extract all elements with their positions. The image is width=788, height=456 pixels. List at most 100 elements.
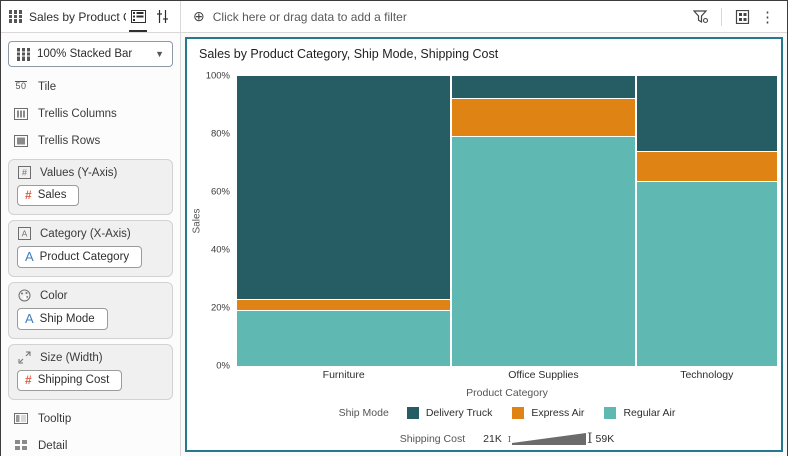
sidebar-item-trellis-rows[interactable]: Trellis Rows <box>8 127 173 154</box>
x-tick-label: Furniture <box>322 369 365 381</box>
size-legend-min: 21K <box>483 433 502 445</box>
bar-segment[interactable] <box>237 76 451 300</box>
top-bar: Sales by Product Ca... ⊕ Click here or d… <box>1 1 787 33</box>
pill-shipping-cost[interactable]: # Shipping Cost <box>17 370 123 391</box>
divider <box>721 7 722 26</box>
sidebar-item-label: Detail <box>38 439 68 452</box>
viz-panel[interactable]: Sales by Product Category, Ship Mode, Sh… <box>185 37 783 452</box>
drop-zone-values[interactable]: # Values (Y-Axis) # Sales <box>8 159 173 215</box>
size-max-marker: I <box>587 431 593 447</box>
drop-zone-label: Color <box>40 289 68 302</box>
mekko-plot[interactable] <box>237 76 777 366</box>
x-tick-label: Technology <box>680 369 734 381</box>
size-wedge-icon <box>512 432 586 445</box>
measure-icon: # <box>25 373 32 387</box>
mekko-column[interactable] <box>452 76 635 366</box>
legend-label: Express Air <box>531 407 585 419</box>
drop-zone-label: Size (Width) <box>40 351 103 364</box>
size-legend-max: 59K <box>595 433 615 445</box>
legend-item[interactable]: Delivery Truck <box>406 407 493 419</box>
sidebar-item-label: Tile <box>38 80 57 93</box>
legend-label: Delivery Truck <box>425 407 493 419</box>
svg-text:A: A <box>22 229 28 239</box>
add-circle-icon: ⊕ <box>193 8 205 24</box>
bar-segment[interactable] <box>636 181 777 366</box>
grammar-sidebar: 100% Stacked Bar ▼ 50 Tile Trellis Colum… <box>1 33 181 456</box>
attribute-icon: A <box>25 249 34 264</box>
drop-zone-size[interactable]: Size (Width) # Shipping Cost <box>8 344 173 400</box>
grammar-panel-button[interactable] <box>126 1 150 32</box>
pill-sales[interactable]: # Sales <box>17 185 80 206</box>
y-tick-label: 60% <box>210 186 230 198</box>
svg-text:#: # <box>22 168 27 178</box>
bar-segment[interactable] <box>237 300 451 311</box>
x-tick-label: Office Supplies <box>508 369 579 381</box>
legend-label: Regular Air <box>623 407 676 419</box>
pill-ship-mode[interactable]: A Ship Mode <box>17 308 108 330</box>
x-axis-title: Product Category <box>466 387 548 399</box>
trellis-columns-icon <box>13 107 29 120</box>
stacked-bar-mini-icon <box>9 10 23 23</box>
pill-label: Shipping Cost <box>37 374 110 386</box>
viz-header: Sales by Product Ca... <box>1 1 181 32</box>
category-axis-icon: A <box>17 227 32 240</box>
measure-icon: # <box>25 188 32 202</box>
y-tick-label: 20% <box>210 302 230 314</box>
pill-label: Product Category <box>39 250 130 263</box>
size-width-icon <box>17 351 32 364</box>
pill-product-category[interactable]: A Product Category <box>17 246 143 268</box>
sidebar-item-label: Trellis Rows <box>38 134 101 147</box>
properties-panel-button[interactable] <box>150 1 174 32</box>
pill-label: Sales <box>37 189 67 201</box>
legend-item[interactable]: Regular Air <box>604 407 675 419</box>
sidebar-item-tile[interactable]: 50 Tile <box>8 73 173 100</box>
canvas-settings-icon[interactable] <box>730 1 754 32</box>
color-legend-title: Ship Mode <box>338 407 389 419</box>
drop-zone-label: Values (Y-Axis) <box>40 166 118 179</box>
size-legend: Shipping Cost 21K I I 59K <box>237 429 777 449</box>
filter-placeholder: Click here or drag data to add a filter <box>212 9 407 24</box>
bar-segment[interactable] <box>237 311 451 366</box>
trellis-rows-icon <box>13 134 29 147</box>
legend-swatch <box>604 407 617 419</box>
x-axis-ticks: Furniture Office Supplies Technology <box>237 369 777 381</box>
size-min-marker: I <box>507 434 511 444</box>
canvas-area: Sales by Product Category, Ship Mode, Sh… <box>181 33 787 456</box>
y-tick-label: 0% <box>216 360 230 372</box>
bar-segment[interactable] <box>636 76 777 151</box>
filter-toolbar: ⊕ Click here or drag data to add a filte… <box>181 1 787 32</box>
bar-segment[interactable] <box>452 137 635 366</box>
sidebar-item-detail[interactable]: Detail <box>8 432 173 456</box>
viz-type-dropdown[interactable]: 100% Stacked Bar ▼ <box>8 41 173 67</box>
plot-area: Sales 0% 20% 40% 60% 80% 100% <box>192 71 777 372</box>
filter-settings-icon[interactable] <box>689 1 713 32</box>
mekko-column[interactable] <box>237 76 451 366</box>
chart-title: Sales by Product Category, Ship Mode, Sh… <box>199 47 499 61</box>
color-palette-icon <box>17 289 32 302</box>
sidebar-item-label: Tooltip <box>38 412 72 425</box>
legend-swatch <box>406 407 419 419</box>
stacked-bar-icon <box>17 47 30 61</box>
y-axis-title: Sales <box>191 208 203 234</box>
kebab-menu-icon[interactable]: ⋮ <box>760 8 775 26</box>
sidebar-item-tooltip[interactable]: Tooltip <box>8 405 173 432</box>
chevron-down-icon: ▼ <box>155 49 164 59</box>
drop-zone-color[interactable]: Color A Ship Mode <box>8 282 173 339</box>
viz-type-label: 100% Stacked Bar <box>37 48 133 60</box>
tile-icon: 50 <box>15 81 27 92</box>
y-tick-label: 100% <box>205 70 230 82</box>
legend-item[interactable]: Express Air <box>512 407 584 419</box>
drop-zone-category[interactable]: A Category (X-Axis) A Product Category <box>8 220 173 277</box>
main-area: 100% Stacked Bar ▼ 50 Tile Trellis Colum… <box>1 33 787 456</box>
sidebar-item-trellis-columns[interactable]: Trellis Columns <box>8 100 173 127</box>
y-tick-label: 40% <box>210 244 230 256</box>
size-legend-title: Shipping Cost <box>399 433 466 445</box>
bar-segment[interactable] <box>636 151 777 181</box>
bar-segment[interactable] <box>452 98 635 137</box>
add-filter-bar[interactable]: ⊕ Click here or drag data to add a filte… <box>181 8 689 25</box>
viz-title: Sales by Product Ca... <box>29 9 126 24</box>
y-tick-label: 80% <box>210 128 230 140</box>
bar-segment[interactable] <box>452 76 635 98</box>
mekko-column[interactable] <box>636 76 777 366</box>
